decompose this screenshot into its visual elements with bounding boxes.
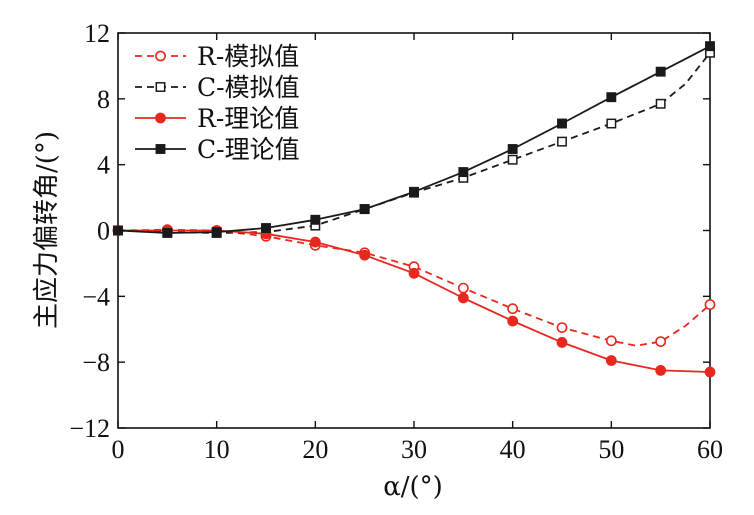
data-point (655, 98, 666, 109)
data-point (507, 144, 518, 154)
x-tick-label: 50 (598, 435, 624, 464)
data-point (557, 136, 567, 147)
y-tick-label: −8 (82, 348, 110, 377)
y-tick-label: 4 (97, 151, 110, 180)
data-point (507, 303, 519, 315)
data-point (211, 227, 222, 238)
data-point (704, 299, 716, 310)
data-point (605, 355, 617, 366)
x-axis-label: α/(°) (383, 472, 443, 502)
y-tick-label: 8 (97, 85, 110, 114)
x-tick-label: 60 (697, 435, 723, 464)
legend-marker (155, 82, 166, 92)
data-point (261, 223, 271, 233)
y-axis-label: 主应力偏转角/(°) (32, 131, 62, 329)
data-point (705, 41, 715, 52)
data-point (655, 66, 666, 77)
data-point (457, 282, 469, 294)
data-point (556, 337, 568, 348)
series-line (117, 52, 711, 234)
data-point (557, 118, 567, 129)
legend-marker (155, 144, 166, 154)
data-point (359, 249, 371, 261)
data-point (458, 167, 469, 178)
y-tick-label: −12 (69, 414, 110, 443)
data-point (704, 366, 716, 378)
x-tick-label: 20 (302, 435, 328, 464)
data-point (556, 322, 568, 334)
data-point (162, 228, 173, 238)
data-point (359, 204, 370, 215)
axis-ticks: 0 10 20 30 40 50 60 −12 −8 −4 0 4 8 12 (69, 19, 723, 464)
data-point (310, 214, 321, 225)
series-0 (112, 224, 716, 347)
data-point (606, 118, 617, 129)
data-point (605, 335, 617, 347)
series-line (117, 228, 711, 347)
legend-label: C-理论值 (197, 135, 300, 164)
data-point (507, 315, 519, 327)
x-tick-label: 0 (112, 435, 125, 464)
data-point (309, 236, 321, 248)
y-tick-label: 0 (97, 217, 110, 246)
series-layer (112, 41, 716, 378)
x-tick-label: 40 (500, 435, 526, 464)
legend-label: R-理论值 (197, 104, 299, 133)
x-tick-label: 10 (204, 435, 230, 464)
series-2 (112, 225, 716, 378)
data-point (457, 292, 469, 304)
legend-label: C-模拟值 (197, 73, 300, 102)
x-tick-label: 30 (401, 435, 427, 464)
y-tick-label: 12 (84, 19, 110, 48)
legend-marker (155, 112, 166, 124)
data-point (655, 336, 667, 347)
legend-label: R-模拟值 (197, 42, 299, 71)
data-point (408, 267, 420, 279)
legend-marker (155, 50, 166, 62)
data-point (507, 154, 518, 165)
data-point (655, 364, 667, 376)
series-line (118, 229, 711, 373)
data-point (409, 186, 419, 197)
data-point (606, 92, 617, 103)
y-tick-label: −4 (82, 282, 110, 311)
